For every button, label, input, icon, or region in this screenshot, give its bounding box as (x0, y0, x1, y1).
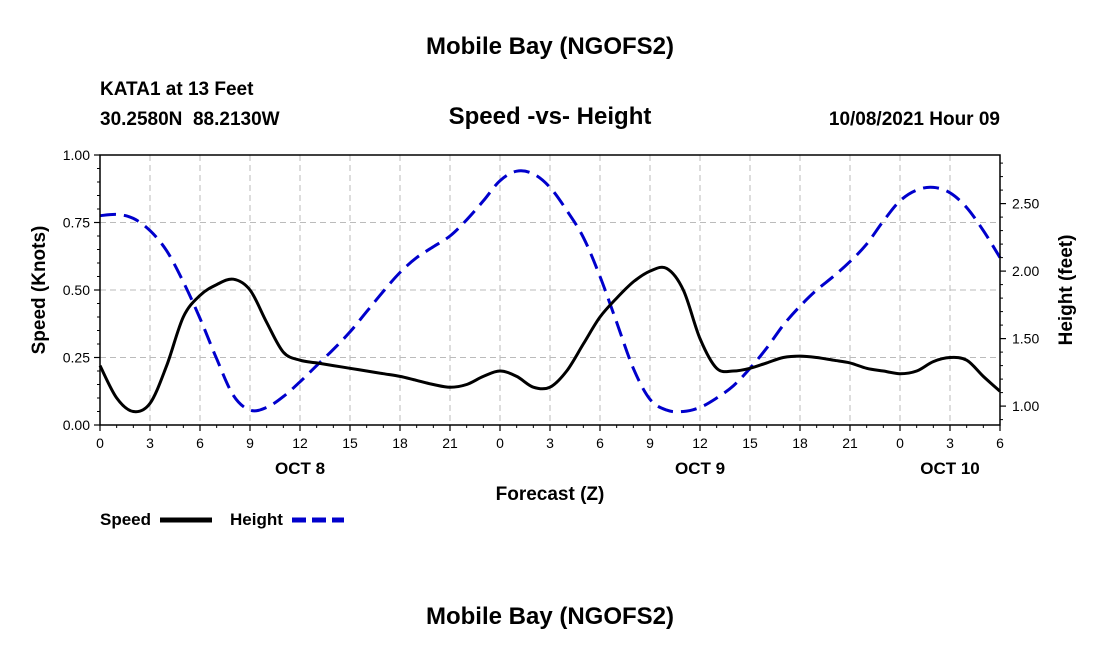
y-tick-label: 1.00 (63, 147, 90, 163)
x-tick-label: 6 (596, 435, 604, 451)
y2-tick-label: 2.00 (1012, 263, 1039, 279)
x-tick-label: 0 (896, 435, 904, 451)
axes: 0 3 6 9 12 15 18 21 0 3 6 9 12 15 18 21 0 3 6 0.00 0.25 0.50 0… (63, 147, 1040, 478)
y-tick-label: 0.75 (63, 215, 90, 231)
x-tick-label: 12 (292, 435, 308, 451)
y-axis-title: Speed (Knots) (29, 226, 50, 355)
chart-subtitle: Speed -vs- Height (449, 103, 652, 130)
y-tick-label: 0.00 (63, 417, 90, 433)
x-tick-label: 15 (342, 435, 358, 451)
station-label: KATA1 at 13 Feet (100, 79, 254, 100)
x-tick-label: 18 (792, 435, 808, 451)
height-series-line (99, 169, 1002, 414)
x-tick-label: 3 (546, 435, 554, 451)
x-tick-label: 12 (692, 435, 708, 451)
day-label: OCT 8 (275, 459, 325, 478)
x-tick-label: 3 (946, 435, 954, 451)
y-tick-label: 0.50 (63, 282, 90, 298)
legend-height-label: Height (230, 510, 283, 529)
y2-axis-title: Height (feet) (1056, 235, 1077, 346)
x-tick-label: 18 (392, 435, 408, 451)
y2-tick-label: 1.00 (1012, 398, 1039, 414)
x-tick-label: 9 (246, 435, 254, 451)
y2-tick-label: 2.50 (1012, 196, 1039, 212)
legend-speed-label: Speed (100, 510, 151, 529)
forecast-datetime: 10/08/2021 Hour 09 (829, 109, 1000, 130)
y2-tick-label: 1.50 (1012, 331, 1039, 347)
x-tick-label: 21 (442, 435, 458, 451)
x-tick-label: 15 (742, 435, 758, 451)
x-tick-label: 6 (196, 435, 204, 451)
speed-series-line (98, 265, 1001, 414)
page-title: Mobile Bay (NGOFS2) (426, 33, 674, 60)
x-tick-label: 0 (96, 435, 104, 451)
day-label: OCT 10 (920, 459, 980, 478)
footer-title: Mobile Bay (NGOFS2) (426, 603, 674, 630)
grid (100, 155, 1000, 425)
station-coords: 30.2580N 88.2130W (100, 109, 280, 130)
day-label: OCT 9 (675, 459, 725, 478)
series-lines (98, 169, 1002, 414)
x-tick-label: 0 (496, 435, 504, 451)
x-tick-label: 9 (646, 435, 654, 451)
y-tick-label: 0.25 (63, 350, 90, 366)
x-axis-title: Forecast (Z) (496, 484, 605, 505)
x-tick-label: 21 (842, 435, 858, 451)
legend: Speed Height (100, 510, 344, 529)
x-tick-label: 6 (996, 435, 1004, 451)
x-tick-label: 3 (146, 435, 154, 451)
